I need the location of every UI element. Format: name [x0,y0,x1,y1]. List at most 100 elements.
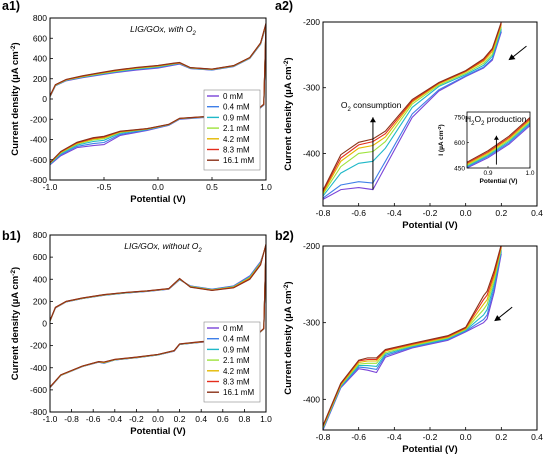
y-tick-label: -200 [303,241,320,251]
inset-x-tick-label: 0.9 [483,170,492,177]
pointer-arrow-head [508,54,516,61]
y-tick-label: -800 [30,407,47,417]
inset-x-axis-label: Potential (V) [480,178,518,185]
inset-y-tick-label: 450 [454,166,465,173]
x-tick-label: 0.2 [174,414,186,424]
y-tick-label: 400 [33,274,47,284]
inset-y-tick-label: 750 [454,115,465,122]
x-tick-label: 0.0 [152,414,164,424]
x-tick-label: 0.5 [206,182,218,192]
panel-b1: -1.0 -0.8 -0.6 -0.4 -0.2 0.0 0.2 0.4 0.6 0.8 1.0 -8… [2,229,272,437]
inset-arrow-head [493,135,499,140]
series-line-4-2-mM [323,24,502,194]
x-tick-label: -0.2 [423,432,438,442]
x-tick-label: 0.8 [238,414,250,424]
x-tick-label: -0.2 [129,414,144,424]
panel-b2: -0.8 -0.6 -0.4 -0.2 0.0 0.2 0.4 -400 -300 -200 Pot… [275,229,543,455]
x-axis-label: Potential (V) [130,194,185,205]
y-tick-label: -600 [30,385,47,395]
y-axis-label: Current density (µA cm-2) [283,57,295,170]
x-tick-label: 0.2 [495,432,507,442]
series-group [50,22,266,166]
pointer-arrow-line [496,306,513,320]
pointer-arrow-line [511,45,527,59]
x-tick-label: 0.0 [152,182,164,192]
inset-background [435,98,534,186]
x-tick-label: 0.0 [460,208,472,218]
legend-entry: 0 mM [223,324,243,333]
x-axis-label: Potential (V) [402,444,457,455]
x-tick-label: -0.4 [387,208,402,218]
series-line-0-9-mM [323,249,502,429]
inset-series-line-0-mM [467,125,530,168]
y-tick-label: -800 [30,175,47,185]
y-tick-label: -400 [303,394,320,404]
annotation-arrow-head [369,117,376,123]
inset-series-line-0-9-mM [467,122,530,167]
x-tick-label: -0.6 [351,432,366,442]
series-group [323,22,502,200]
y-tick-label: -400 [303,148,320,158]
series-line-16-1-mM [323,22,502,191]
x-tick-label: 0.4 [195,414,207,424]
panel-label: a2) [275,0,293,13]
condition-note: LIG/GOx, without O2 [124,241,202,254]
panel-label: b2) [275,229,294,243]
y-tick-label: 800 [33,13,47,23]
series-line-0-4-mM [323,30,502,199]
inset-series-line-0-4-mM [467,123,530,168]
inset-y-tick-label: 600 [454,140,465,147]
y-tick-label: -300 [303,83,320,93]
x-tick-label: 0.4 [531,208,543,218]
inset-title-h2o2-production: H2O2 production [465,114,527,127]
panel-label: b1) [2,229,21,243]
legend-entry: 0 mM [223,92,243,101]
x-tick-label: 0.4 [531,432,543,442]
inset-series-line-4-2-mM [467,119,530,165]
y-tick-label: -400 [30,363,47,373]
inset-series-line-2-1-mM [467,121,530,166]
y-tick-label: -300 [303,318,320,328]
x-tick-label: -1.0 [43,414,58,424]
x-tick-label: -0.5 [97,182,112,192]
y-tick-label: -200 [30,341,47,351]
panel-label: a1) [2,0,20,13]
y-tick-label: 800 [33,230,47,240]
legend-entry: 4.2 mM [223,367,250,376]
x-tick-label: 1.0 [260,182,272,192]
series-line-0-mM [323,253,502,430]
series-line-8-3-mM [323,23,502,192]
legend-entry: 0.9 mM [223,113,250,122]
x-tick-label: -0.6 [86,414,101,424]
inset-series-line-16-1-mM [467,117,530,163]
series-line-16-1-mM [50,243,266,388]
y-tick-label: 400 [33,54,47,64]
y-axis-label: Current density (µA cm-2) [283,281,295,394]
series-line-8-3-mM [323,246,502,427]
condition-note: LIG/GOx, with O2 [130,24,196,37]
y-tick-label: -200 [30,114,47,124]
series-line-2-1-mM [323,248,502,428]
y-tick-label: -400 [30,135,47,145]
inset-frame [466,111,531,169]
x-tick-label: 1.0 [260,414,272,424]
y-tick-label: 0 [42,94,47,104]
legend-entry: 0.9 mM [223,345,250,354]
legend-entry: 4.2 mM [223,135,250,144]
plot-frame [322,245,538,431]
legend-entry: 8.3 mM [223,146,250,155]
x-axis-label: Potential (V) [130,426,185,437]
y-axis-label: Current density (µA cm-2) [10,267,22,380]
series-line-0-4-mM [323,251,502,430]
series-line-0-9-mM [323,28,502,197]
annotation-o2-consumption: O2 consumption [341,100,402,113]
x-tick-label: 0.0 [460,432,472,442]
x-tick-label: -0.6 [351,208,366,218]
series-group [50,243,266,389]
panel-a2: -0.8 -0.6 -0.4 -0.2 0.0 0.2 0.4 -400 -300 -200 Pot… [275,0,543,231]
x-tick-label: 0.6 [217,414,229,424]
x-tick-label: -0.4 [387,432,402,442]
